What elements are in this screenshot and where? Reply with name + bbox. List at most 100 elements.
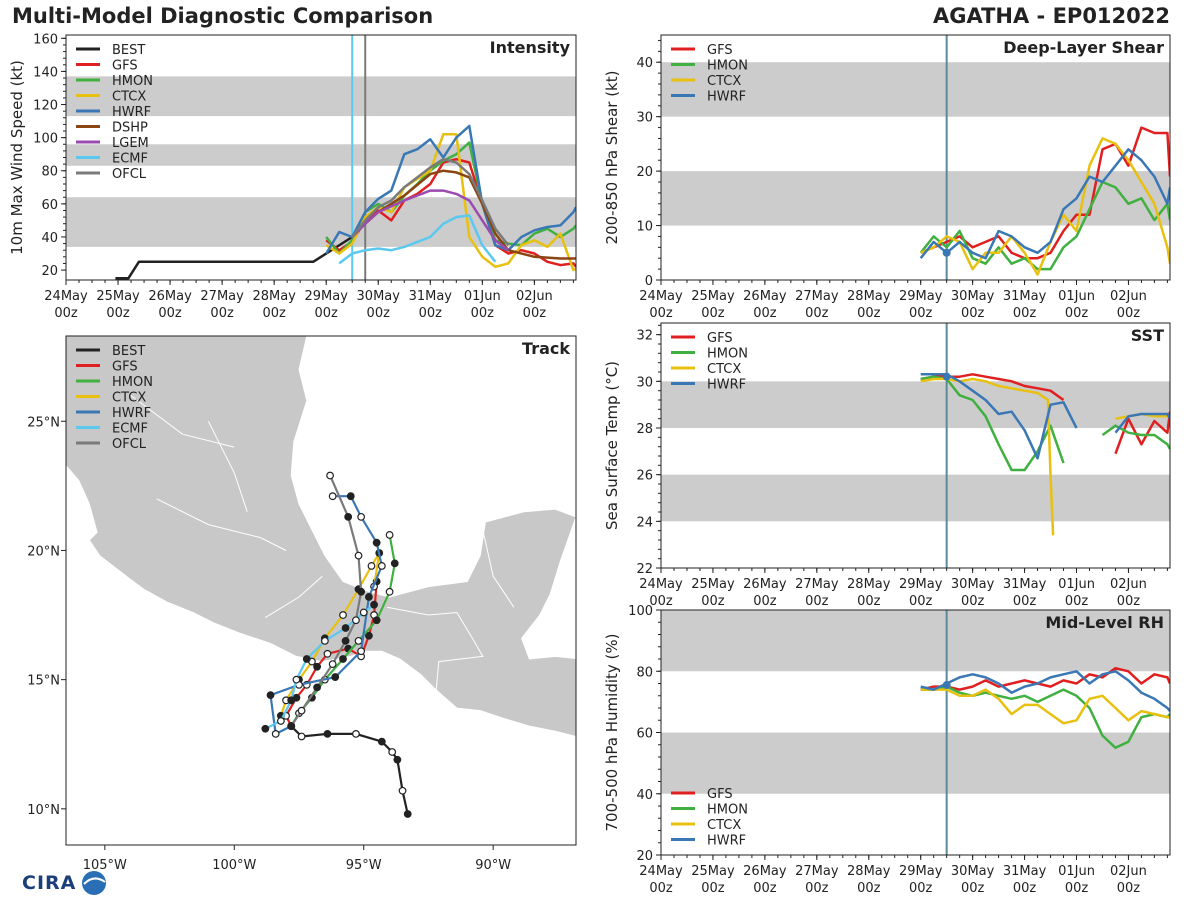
track-point-best — [388, 748, 397, 756]
x-tick-sublabel: 00z — [54, 306, 78, 321]
state-border — [130, 394, 235, 448]
x-tick-sublabel: 00z — [857, 594, 881, 609]
analysis-point — [942, 248, 951, 257]
x-tick-sublabel: 00z — [419, 306, 443, 321]
y-tick-label: 10 — [636, 220, 653, 235]
track-point-ecmf — [320, 636, 329, 645]
track-point-hwrf — [328, 492, 337, 501]
x-tick-label: 31May — [1003, 577, 1047, 592]
x-tick-sublabel: 00z — [158, 306, 182, 321]
track-point-ofcl — [326, 471, 334, 480]
y-axis-label: 200-850 hPa Shear (kt) — [603, 71, 621, 245]
series-line-hwrf — [920, 670, 1170, 712]
y-tick-label: 80 — [41, 165, 58, 180]
y-tick-label: 100 — [33, 132, 58, 147]
x-tick-label: 26May — [148, 289, 192, 304]
track-point-hwrf — [266, 691, 275, 700]
legend-label-hmon: HMON — [112, 74, 153, 89]
x-tick-sublabel: 00z — [1013, 594, 1037, 609]
panel-title: Mid-Level RH — [1045, 613, 1164, 632]
track-point-hwrf — [357, 647, 366, 656]
x-tick-label: 27May — [795, 289, 839, 304]
x-tick-label: 30May — [951, 864, 995, 879]
shaded-band — [661, 732, 1170, 794]
track-point-ctcx — [367, 562, 376, 570]
x-tick-sublabel: 00z — [1117, 881, 1141, 896]
legend-label-ctcx: CTCX — [112, 391, 146, 406]
x-tick-label: 30May — [357, 289, 401, 304]
panel-title: Intensity — [490, 38, 571, 57]
legend-label-hwrf: HWRF — [707, 378, 746, 393]
x-tick-label: 30May — [951, 289, 995, 304]
x-tick-sublabel: 00z — [961, 306, 985, 321]
track-point-ofcl — [344, 512, 353, 521]
series-group — [920, 666, 1170, 750]
track-point-best — [352, 729, 360, 738]
x-tick-sublabel: 00z — [805, 881, 829, 896]
state-border — [386, 606, 484, 691]
series-line-ctcx — [920, 688, 1170, 725]
x-tick-sublabel: 00z — [805, 594, 829, 609]
series-line-lgem — [351, 189, 510, 252]
y-tick-label: 0 — [645, 274, 653, 289]
x-tick-sublabel: 00z — [471, 306, 495, 321]
y-tick-label: 26 — [636, 469, 653, 484]
x-tick-sublabel: 00z — [210, 306, 234, 321]
series-line-ecmf — [338, 214, 497, 265]
shaded-band — [661, 381, 1170, 428]
y-tick-label: 40 — [41, 231, 58, 246]
logo-globe — [82, 871, 106, 895]
track-point-ofcl — [352, 616, 360, 625]
x-tick-label: 25May — [691, 864, 735, 879]
x-tick-sublabel: 00z — [1065, 306, 1089, 321]
x-tick-sublabel: 00z — [1065, 881, 1089, 896]
legend-label-ctcx: CTCX — [112, 90, 146, 105]
legend-label-hwrf: HWRF — [112, 105, 151, 120]
y-tick-label: 100 — [628, 604, 653, 619]
legend-label-dshp: DSHP — [112, 121, 148, 136]
analysis-point — [942, 372, 951, 381]
x-tick-label: 26May — [743, 289, 787, 304]
track-point-ofcl — [287, 722, 296, 731]
land-group — [66, 336, 576, 738]
x-tick-sublabel: 00z — [1117, 306, 1141, 321]
legend-label-gfs: GFS — [707, 331, 733, 346]
track-point-ctcx — [339, 611, 347, 619]
y-tick-label: 40 — [636, 788, 653, 803]
y-tick-label: 10°N — [27, 803, 60, 818]
y-tick-label: 15°N — [27, 674, 60, 689]
x-tick-sublabel: 00z — [106, 306, 130, 321]
x-tick-sublabel: 00z — [649, 594, 673, 609]
y-tick-label: 160 — [33, 32, 58, 47]
y-tick-label: 20 — [41, 264, 58, 279]
shaded-band — [661, 610, 1170, 672]
y-tick-label: 30 — [636, 375, 653, 390]
legend-label-ctcx: CTCX — [707, 362, 741, 377]
track-point-hmon — [354, 636, 363, 645]
x-tick-label: 25May — [691, 577, 735, 592]
series-line-gfs — [920, 666, 1170, 691]
x-tick-label: 31May — [1003, 289, 1047, 304]
x-tick-label: 02Jun — [1110, 577, 1147, 592]
x-tick-label: 24May — [639, 289, 683, 304]
series-line-ctcx — [325, 133, 576, 272]
plot-frame — [660, 322, 1171, 569]
track-panel: Track 105°W 100°W 95°W 90°W 10°N 15°N 20°N 25°N B… — [27, 335, 577, 873]
y-tick-label: 60 — [636, 727, 653, 742]
storm-title: AGATHA - EP012022 — [932, 4, 1170, 28]
y-tick-label: 22 — [636, 562, 653, 577]
track-point-ofcl — [354, 551, 363, 560]
y-tick-label: 32 — [636, 329, 653, 344]
x-tick-label: 02Jun — [516, 289, 553, 304]
track-line-ctcx — [279, 552, 381, 717]
x-tick-label: 28May — [847, 289, 891, 304]
x-tick-sublabel: 00z — [701, 306, 725, 321]
x-tick-sublabel: 00z — [857, 881, 881, 896]
track-point-best — [323, 729, 332, 738]
x-tick-label: 95°W — [346, 858, 382, 873]
y-tick-label: 20°N — [27, 544, 60, 559]
x-tick-label: 27May — [200, 289, 244, 304]
track-point-ecmf — [341, 624, 350, 632]
analysis-point — [942, 681, 951, 690]
intensity-panel: 20 40 60 80 100 120 140 160 24May 00z 25May 00z 26Ma… — [8, 32, 577, 321]
